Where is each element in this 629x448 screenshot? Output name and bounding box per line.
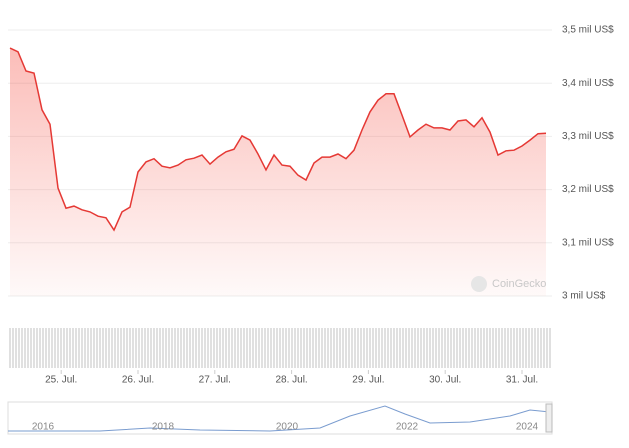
x-tick-label: 25. Jul.	[45, 375, 77, 386]
x-tick-label: 27. Jul.	[199, 375, 231, 386]
navigator: 2016 2018 2020 2022 2024	[7, 401, 553, 435]
navigator-line	[8, 405, 551, 432]
navigator-label: 2024	[516, 422, 539, 433]
x-axis: 25. Jul. 26. Jul. 27. Jul. 28. Jul. 29. Jul.…	[45, 370, 538, 386]
x-tick-label: 30. Jul.	[429, 375, 461, 386]
watermark-group: CoinGecko	[471, 276, 546, 292]
navigator-label: 2020	[276, 422, 299, 433]
y-tick-label: 3,2 mil US$	[562, 184, 614, 195]
watermark-logo	[471, 276, 487, 292]
x-tick-label: 28. Jul.	[275, 375, 307, 386]
navigator-labels: 2016 2018 2020 2022 2024	[32, 422, 539, 433]
navigator-label: 2016	[32, 422, 55, 433]
price-line	[9, 47, 547, 232]
y-tick-label: 3,3 mil US$	[562, 131, 614, 142]
x-tick-label: 29. Jul.	[352, 375, 384, 386]
y-tick-label: 3,5 mil US$	[562, 25, 614, 36]
y-tick-label: 3,4 mil US$	[562, 78, 614, 89]
navigator-label: 2018	[152, 422, 175, 433]
x-tick-label: 31. Jul.	[506, 375, 538, 386]
navigator-frame	[7, 401, 553, 435]
y-tick-label: 3,1 mil US$	[562, 237, 614, 248]
volume-bars	[8, 328, 552, 368]
navigator-handle[interactable]	[545, 403, 553, 433]
plot	[9, 47, 547, 296]
watermark: CoinGecko	[492, 278, 546, 290]
navigator-label: 2022	[396, 422, 419, 433]
area-fill	[10, 48, 546, 296]
x-tick-label: 26. Jul.	[122, 375, 154, 386]
y-tick-label: 3 mil US$	[562, 291, 606, 302]
